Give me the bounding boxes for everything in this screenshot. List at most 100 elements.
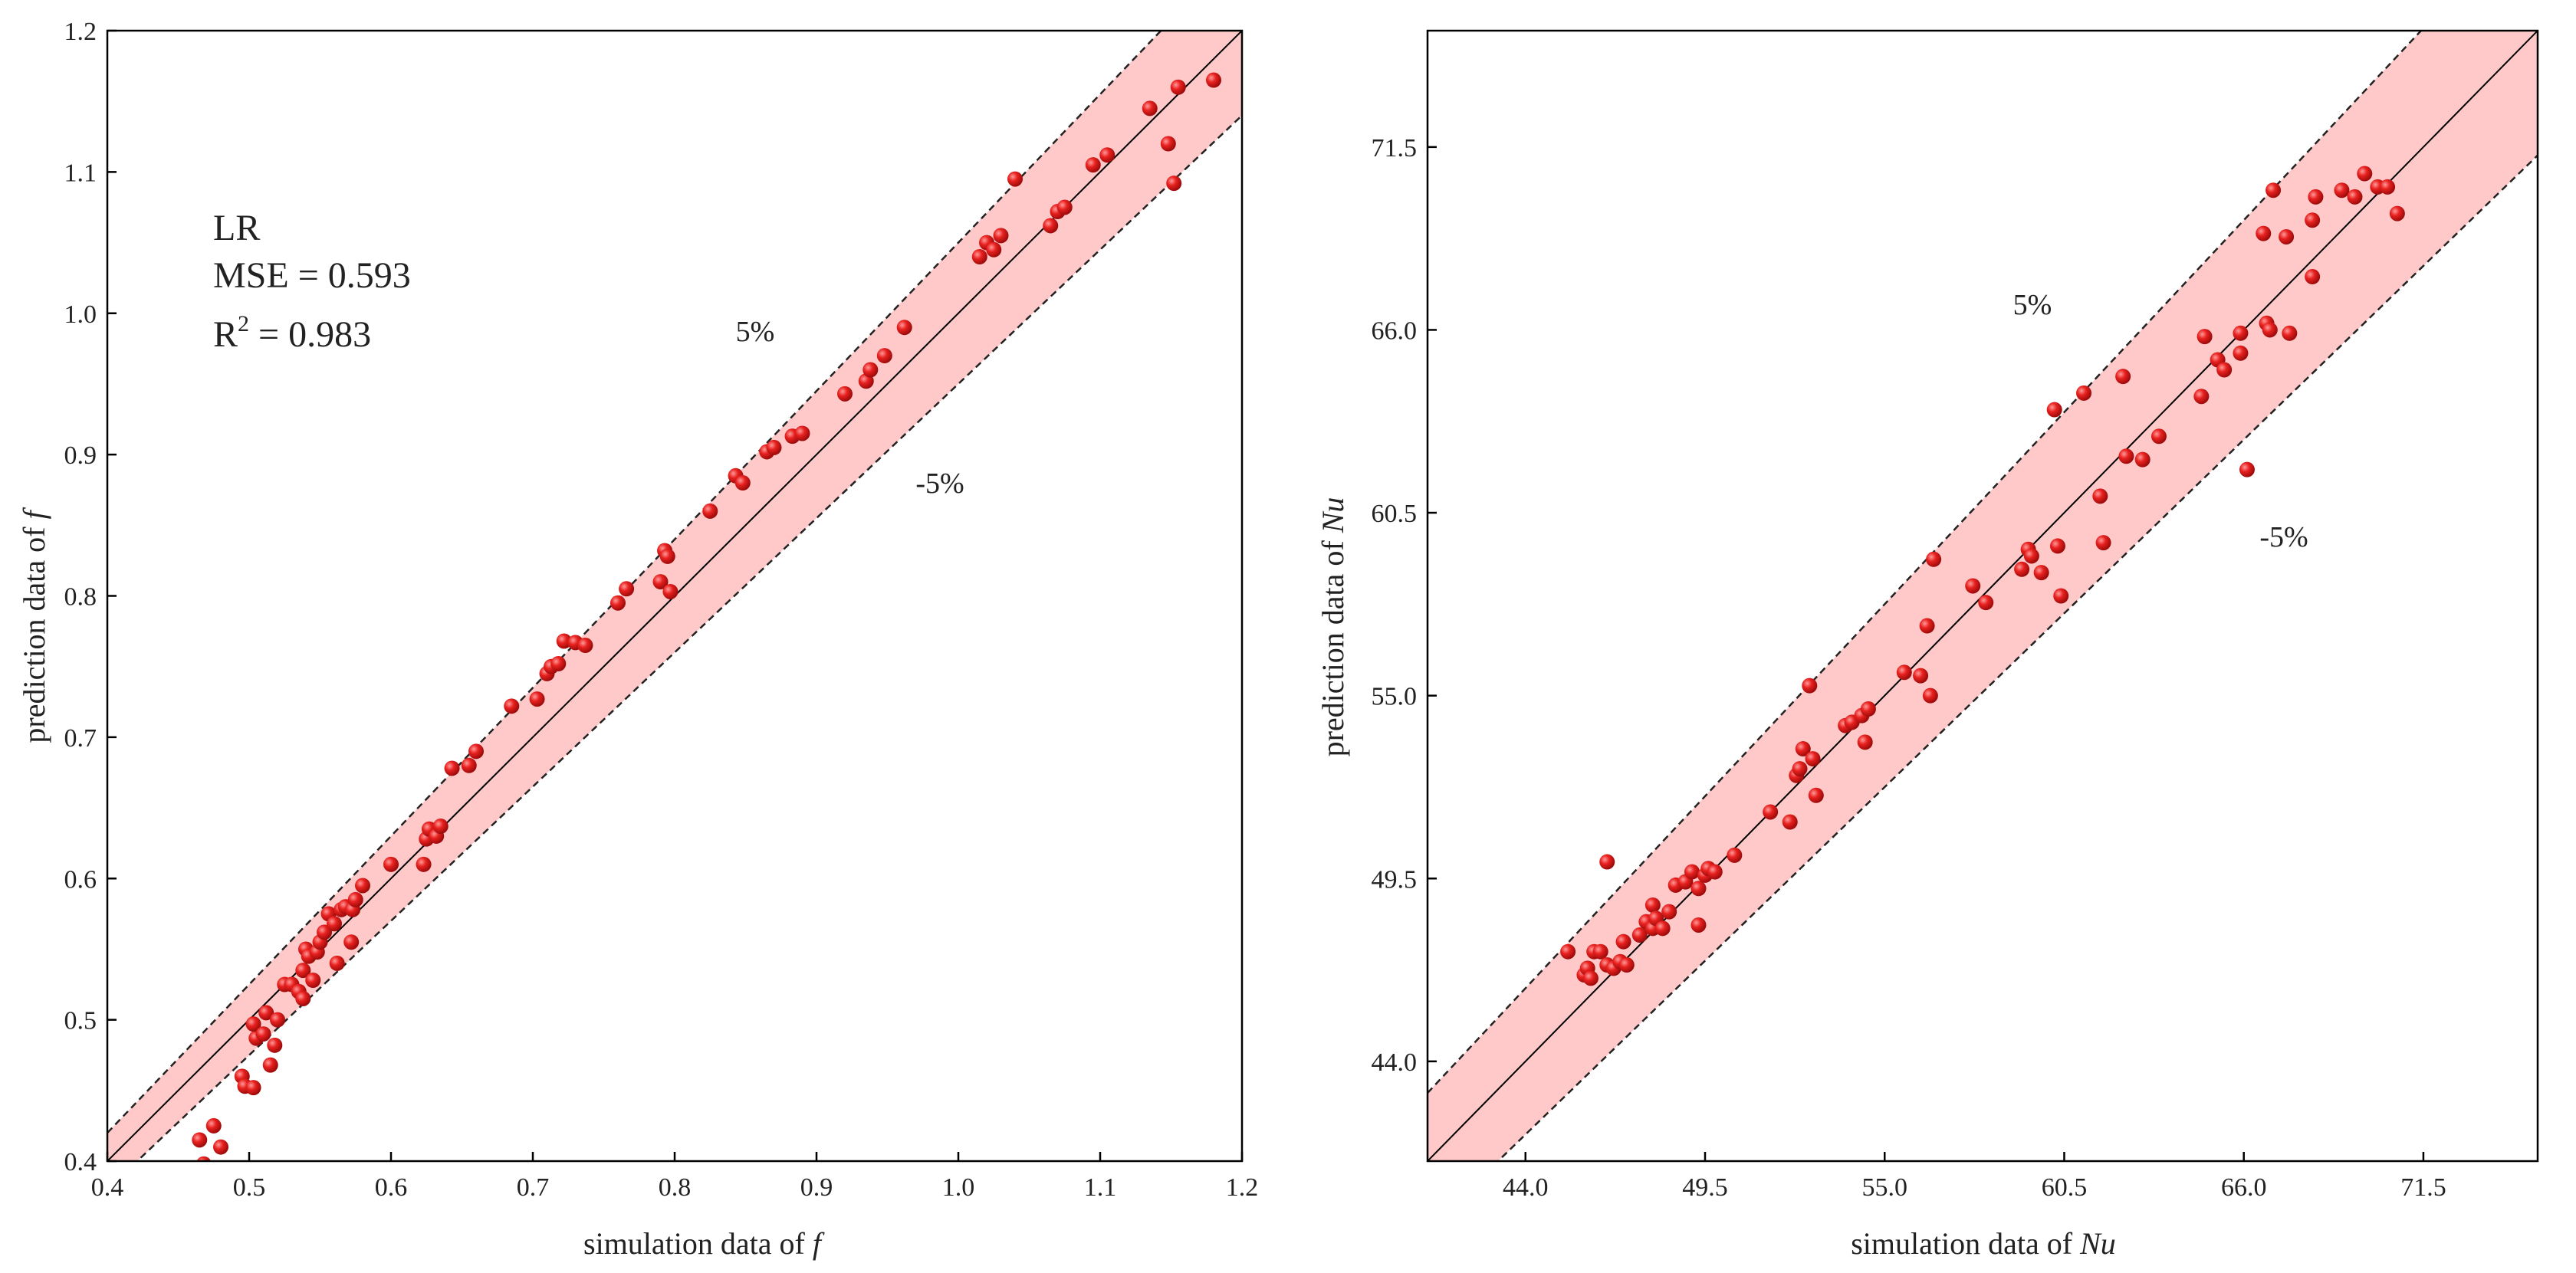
left-y-tick-label: 0.5 — [64, 1007, 97, 1035]
right-data-point — [1654, 920, 1671, 937]
right-data-point — [2256, 225, 2272, 241]
right-data-point — [1808, 787, 1824, 803]
right-data-point — [1582, 970, 1598, 986]
left-data-point — [610, 595, 626, 611]
left-data-point — [766, 439, 782, 455]
left-y-axis-label-text: prediction data of — [17, 520, 51, 743]
right-y-tick-label: 60.5 — [1372, 500, 1418, 528]
left-data-point — [416, 856, 432, 872]
right-data-point — [1592, 943, 1608, 960]
right-data-point — [1661, 904, 1677, 920]
right-x-axis-label-var: Nu — [2079, 1226, 2116, 1261]
left-data-point — [258, 1005, 274, 1021]
right-data-point — [2150, 428, 2167, 445]
left-data-point — [1043, 218, 1059, 234]
left-band-upper-label: 5% — [736, 316, 775, 348]
left-data-point — [876, 348, 892, 364]
right-data-point — [2095, 535, 2111, 551]
right-data-point — [1919, 618, 1935, 634]
left-data-point — [329, 955, 345, 971]
right-data-point — [1691, 917, 1707, 933]
right-data-point — [2308, 189, 2324, 205]
right-y-axis-label-text: prediction data of — [1316, 533, 1350, 756]
left-x-tick-label: 1.1 — [1084, 1173, 1117, 1202]
right-plot-clip-group — [1428, 31, 2538, 1161]
left-data-point — [652, 574, 669, 590]
right-y-tick-label: 71.5 — [1372, 134, 1418, 162]
right-plot-area — [1426, 29, 2539, 1163]
left-data-point — [577, 638, 593, 654]
left-annotation-r2-sup: 2 — [238, 311, 249, 336]
left-data-point — [383, 856, 399, 872]
left-data-point — [1056, 199, 1073, 215]
right-data-point — [1795, 741, 1811, 757]
right-data-point — [1965, 578, 1981, 594]
right-data-point — [1857, 734, 1873, 750]
left-data-point — [986, 241, 1002, 258]
left-y-tick-label: 1.2 — [64, 18, 97, 46]
right-data-point — [2380, 179, 2396, 195]
right-data-point — [2239, 461, 2255, 477]
right-data-point — [2357, 166, 2373, 182]
right-data-point — [1727, 847, 1743, 863]
left-data-point — [192, 1132, 208, 1148]
left-data-point — [863, 362, 879, 378]
left-plot-clip-group — [107, 31, 1242, 1161]
left-data-point — [262, 1057, 278, 1073]
left-data-point — [327, 916, 342, 932]
left-x-axis-label-var: f — [813, 1226, 825, 1261]
left-panel: 0.4 0.5 0.6 0.7 0.8 0.9 1.0 1.1 1.2 0.4 0.5 0.6 0.7 0… — [17, 18, 1259, 1261]
left-data-point — [662, 583, 678, 599]
left-x-tick-label: 0.9 — [800, 1173, 833, 1202]
right-data-point — [1763, 804, 1779, 820]
left-data-point — [529, 691, 545, 707]
left-data-point — [1142, 100, 1158, 116]
right-data-point — [2053, 588, 2069, 604]
right-axes-frame — [1426, 29, 2539, 1163]
right-data-point — [1922, 687, 1938, 704]
right-data-point — [2305, 269, 2321, 285]
left-data-point — [550, 656, 567, 671]
right-data-point — [2115, 369, 2131, 385]
left-data-point — [270, 1012, 285, 1028]
right-data-point — [1782, 814, 1798, 830]
right-data-point — [1615, 933, 1631, 950]
right-data-point — [2118, 448, 2134, 464]
left-data-point — [461, 757, 477, 773]
right-data-point — [2076, 385, 2092, 401]
right-data-point — [2196, 329, 2213, 345]
left-data-point — [347, 891, 363, 907]
right-data-point — [2049, 538, 2065, 554]
right-y-axis-label: prediction data of Nu — [1316, 497, 1350, 757]
right-x-tick-label: 60.5 — [2042, 1173, 2088, 1202]
left-data-point — [734, 475, 751, 490]
right-y-tick-label: 49.5 — [1372, 865, 1418, 894]
right-band-upper-label: 5% — [2013, 289, 2052, 321]
right-data-point — [2279, 228, 2295, 244]
left-x-tick-label: 1.2 — [1226, 1173, 1259, 1202]
right-x-tick-label: 49.5 — [1682, 1173, 1728, 1202]
right-x-tick-label: 55.0 — [1861, 1173, 1907, 1202]
left-y-tick-label: 0.9 — [64, 441, 97, 470]
left-data-point — [1099, 147, 1116, 163]
left-data-point — [659, 548, 675, 564]
left-data-point — [213, 1139, 228, 1155]
right-data-point — [1978, 595, 1994, 611]
right-lower-band-line — [1497, 154, 2538, 1161]
right-data-point — [2046, 402, 2062, 418]
left-data-point — [504, 698, 520, 714]
left-data-point — [702, 503, 718, 519]
left-data-point — [255, 1026, 271, 1042]
right-x-tick-label: 71.5 — [2400, 1173, 2446, 1202]
left-data-point — [267, 1037, 283, 1053]
right-data-point — [2092, 488, 2108, 504]
right-data-point — [1926, 551, 1942, 567]
left-axis-ticks: 0.4 0.5 0.6 0.7 0.8 0.9 1.0 1.1 1.2 0.4 0.5 0.6 0.7 0… — [64, 18, 1259, 1202]
left-y-axis-label: prediction data of f — [17, 507, 51, 743]
left-upper-band-line — [107, 31, 1163, 1134]
left-data-point — [245, 1080, 261, 1096]
left-y-axis-label-var: f — [17, 507, 51, 520]
right-data-point — [2233, 345, 2249, 361]
left-data-point — [556, 633, 572, 649]
